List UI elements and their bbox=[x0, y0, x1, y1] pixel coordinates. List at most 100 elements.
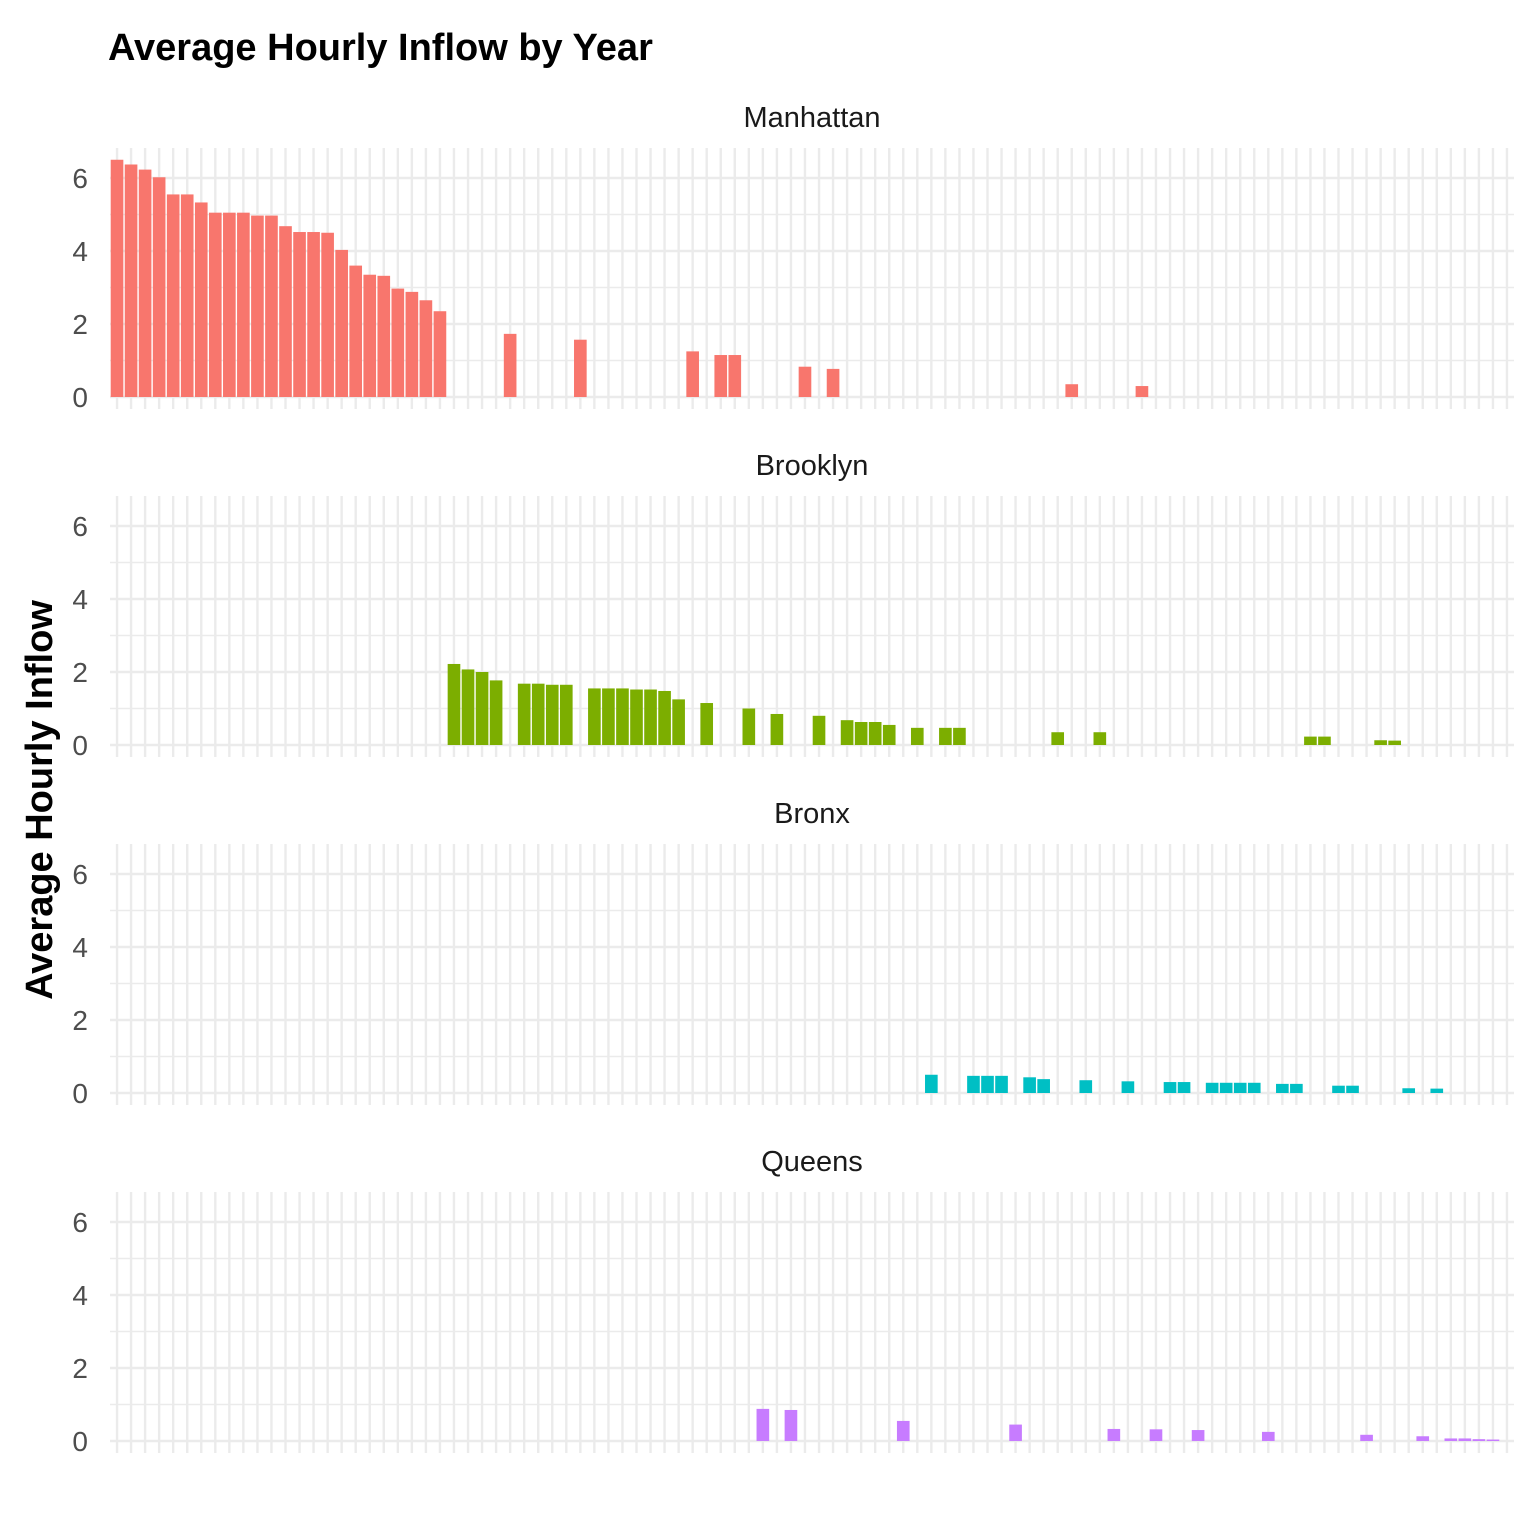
bar bbox=[265, 215, 278, 397]
bar bbox=[208, 212, 222, 397]
bar bbox=[1009, 1424, 1022, 1441]
bar-series bbox=[110, 159, 1149, 397]
bar bbox=[1051, 732, 1065, 745]
bar bbox=[826, 368, 840, 397]
bar bbox=[995, 1075, 1008, 1093]
bar bbox=[1107, 1428, 1121, 1441]
bar bbox=[461, 669, 475, 745]
bar bbox=[166, 194, 180, 397]
bar bbox=[419, 300, 433, 397]
bar bbox=[1247, 1082, 1261, 1093]
bar bbox=[124, 164, 138, 397]
bar bbox=[1402, 1088, 1416, 1093]
bar bbox=[321, 232, 334, 397]
bar bbox=[728, 355, 742, 397]
bar bbox=[1261, 1431, 1275, 1441]
gridlines bbox=[110, 148, 1514, 409]
y-tick-label: 2 bbox=[72, 657, 88, 688]
bar bbox=[896, 1420, 910, 1441]
bar bbox=[531, 683, 545, 745]
bar bbox=[714, 355, 728, 397]
bar bbox=[180, 194, 194, 397]
bar bbox=[784, 1409, 798, 1441]
bar bbox=[1079, 1080, 1093, 1093]
facet-label: Queens bbox=[761, 1146, 863, 1178]
bar bbox=[447, 663, 461, 745]
bar bbox=[1416, 1436, 1430, 1441]
bar bbox=[953, 727, 966, 745]
bar bbox=[1135, 386, 1149, 397]
bar bbox=[251, 215, 264, 397]
bar bbox=[1205, 1082, 1219, 1093]
y-tick-label: 0 bbox=[72, 730, 88, 761]
y-tick-label: 4 bbox=[72, 932, 88, 963]
bar bbox=[391, 288, 405, 397]
bar bbox=[630, 689, 643, 745]
bar bbox=[840, 720, 854, 745]
y-tick-label: 2 bbox=[72, 309, 88, 340]
bar bbox=[349, 265, 363, 397]
bar bbox=[1037, 1079, 1050, 1093]
y-tick-label: 6 bbox=[72, 163, 88, 194]
bar bbox=[588, 688, 601, 745]
facet-label: Bronx bbox=[774, 798, 850, 830]
bar bbox=[377, 275, 391, 397]
y-tick-label: 4 bbox=[72, 236, 88, 267]
bar bbox=[1276, 1083, 1289, 1093]
bar bbox=[1458, 1438, 1472, 1441]
y-tick-label: 4 bbox=[72, 584, 88, 615]
facet-brooklyn: Brooklyn 0 2 4 6 bbox=[72, 450, 1514, 761]
bar bbox=[517, 683, 531, 745]
bar bbox=[1388, 740, 1401, 745]
facet-panels: Manhattan 0 2 4 6 Brooklyn 0 2 4 6 Bronx 0 2 4 6 Queens… bbox=[72, 102, 1514, 1457]
bar bbox=[1444, 1438, 1458, 1441]
chart-title: Average Hourly Inflow by Year bbox=[108, 27, 653, 69]
gridlines bbox=[110, 496, 1514, 757]
bar-series bbox=[756, 1408, 1500, 1441]
facet-queens: Queens 0 2 4 6 bbox=[72, 1146, 1514, 1457]
bar bbox=[1233, 1082, 1247, 1093]
bar bbox=[939, 727, 952, 745]
y-tick-label: 0 bbox=[72, 1078, 88, 1109]
y-axis-label: Average Hourly Inflow bbox=[19, 600, 61, 1000]
bar bbox=[1177, 1082, 1191, 1093]
bar bbox=[405, 291, 419, 397]
bar bbox=[1065, 384, 1079, 397]
gridlines bbox=[110, 1192, 1514, 1453]
facet-label: Brooklyn bbox=[756, 450, 869, 482]
bar bbox=[545, 684, 559, 745]
bar bbox=[559, 684, 573, 745]
bar bbox=[700, 703, 714, 745]
bar bbox=[1121, 1081, 1135, 1093]
facet-manhattan: Manhattan 0 2 4 6 bbox=[72, 102, 1514, 413]
bar bbox=[798, 366, 812, 397]
bar bbox=[658, 690, 671, 745]
y-tick-label: 0 bbox=[72, 382, 88, 413]
bar bbox=[1093, 732, 1107, 745]
bar bbox=[475, 672, 489, 745]
y-tick-label: 6 bbox=[72, 511, 88, 542]
bar bbox=[1472, 1439, 1486, 1441]
bar bbox=[574, 339, 587, 397]
bar bbox=[194, 202, 208, 397]
bar bbox=[672, 699, 685, 745]
bar bbox=[1346, 1085, 1359, 1093]
y-tick-label: 6 bbox=[72, 859, 88, 890]
bar bbox=[223, 212, 236, 397]
bar bbox=[868, 722, 882, 745]
bar bbox=[1360, 1434, 1373, 1441]
bar bbox=[138, 169, 152, 397]
bar bbox=[293, 232, 306, 397]
bar bbox=[910, 727, 924, 745]
bar bbox=[363, 274, 377, 397]
y-tick-label: 2 bbox=[72, 1005, 88, 1036]
gridlines bbox=[110, 844, 1514, 1105]
facet-label: Manhattan bbox=[743, 102, 880, 134]
bar bbox=[925, 1074, 938, 1093]
bar bbox=[616, 688, 629, 745]
bar bbox=[644, 689, 657, 745]
bar bbox=[686, 351, 699, 397]
bar bbox=[1023, 1077, 1036, 1093]
bar bbox=[1219, 1082, 1233, 1093]
